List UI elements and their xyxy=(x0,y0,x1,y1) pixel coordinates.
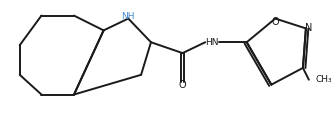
Text: CH₃: CH₃ xyxy=(315,75,332,84)
Text: O: O xyxy=(179,80,186,90)
Text: HN: HN xyxy=(206,38,219,47)
Text: NH: NH xyxy=(122,12,135,21)
Text: O: O xyxy=(272,17,279,27)
Text: N: N xyxy=(305,23,312,33)
